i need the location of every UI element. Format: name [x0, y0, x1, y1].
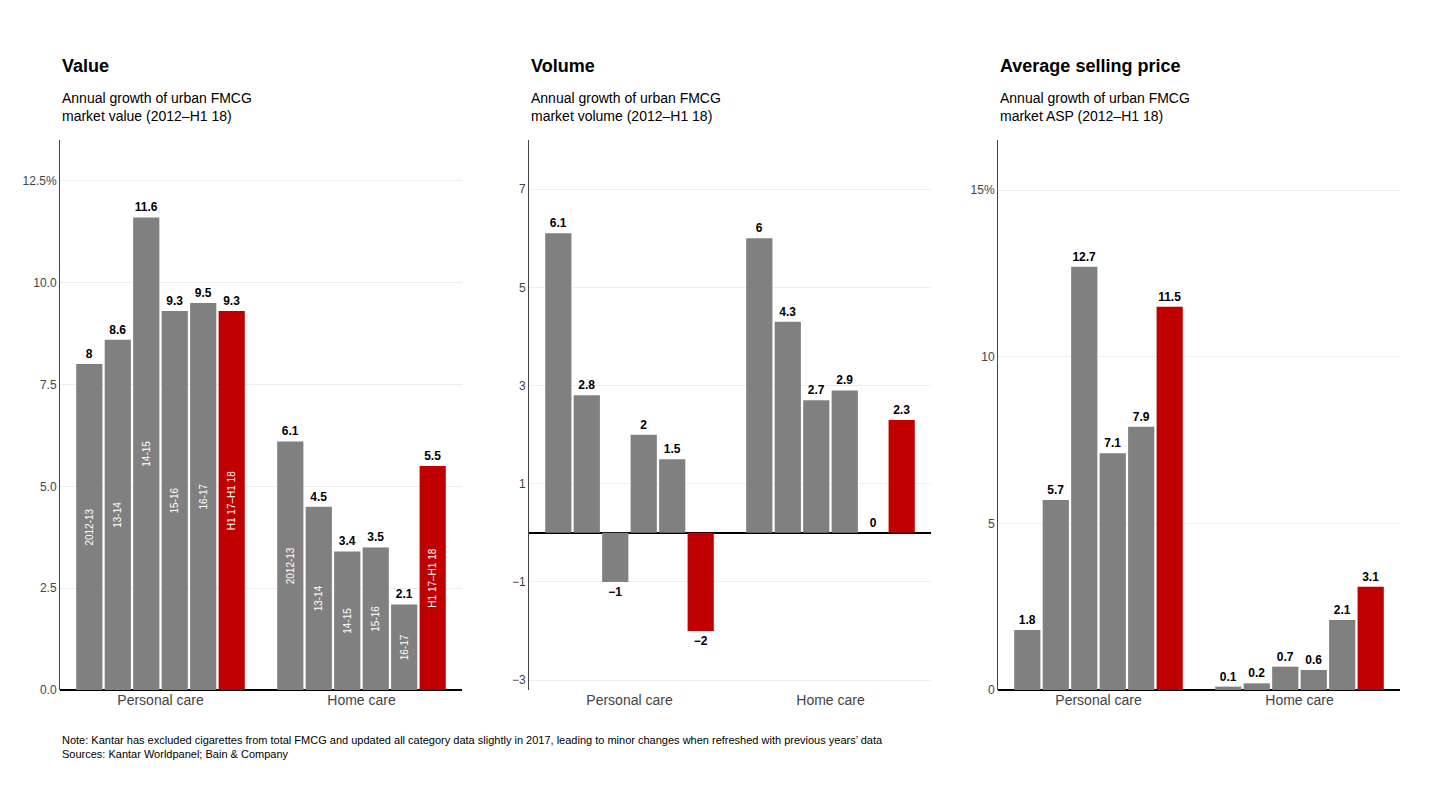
svg-text:0: 0: [870, 516, 877, 530]
svg-text:2.1: 2.1: [1334, 603, 1351, 617]
svg-text:4.5: 4.5: [310, 490, 327, 504]
svg-text:H1 17–H1 18: H1 17–H1 18: [427, 548, 438, 607]
svg-text:5.7: 5.7: [1047, 483, 1064, 497]
svg-text:2.8: 2.8: [578, 378, 595, 392]
svg-text:7.1: 7.1: [1104, 436, 1121, 450]
svg-text:11.6: 11.6: [135, 200, 158, 214]
svg-text:12.5%: 12.5%: [23, 174, 57, 188]
svg-text:Annual growth of urban FMCGmar: Annual growth of urban FMCGmarket volume…: [531, 90, 721, 124]
svg-text:15-16: 15-16: [169, 488, 180, 514]
svg-text:3.5: 3.5: [367, 530, 384, 544]
svg-text:16-17: 16-17: [198, 483, 209, 509]
svg-text:0: 0: [988, 683, 995, 697]
svg-text:6: 6: [756, 221, 763, 235]
svg-text:0.1: 0.1: [1220, 670, 1237, 684]
svg-text:5: 5: [519, 281, 526, 295]
svg-text:6.1: 6.1: [282, 424, 299, 438]
svg-text:8.6: 8.6: [109, 323, 126, 337]
svg-text:−1: −1: [512, 575, 526, 589]
svg-text:Average selling price: Average selling price: [1000, 56, 1180, 76]
svg-text:7.9: 7.9: [1133, 410, 1150, 424]
svg-text:7.5: 7.5: [40, 378, 57, 392]
svg-text:Personal care: Personal care: [586, 692, 673, 708]
svg-text:3: 3: [519, 379, 526, 393]
svg-text:Volume: Volume: [531, 56, 595, 76]
svg-text:1.5: 1.5: [664, 442, 681, 456]
svg-text:−1: −1: [608, 585, 622, 599]
svg-text:16-17: 16-17: [399, 634, 410, 660]
svg-text:2.3: 2.3: [893, 403, 910, 417]
svg-text:13-14: 13-14: [313, 585, 324, 611]
svg-text:11.5: 11.5: [1158, 290, 1181, 304]
svg-text:2.1: 2.1: [396, 587, 413, 601]
svg-text:Personal care: Personal care: [117, 692, 204, 708]
svg-text:9.3: 9.3: [166, 294, 183, 308]
svg-text:2012-13: 2012-13: [84, 508, 95, 545]
svg-text:12.7: 12.7: [1072, 250, 1096, 264]
svg-text:2.7: 2.7: [808, 383, 825, 397]
svg-text:0.0: 0.0: [40, 683, 57, 697]
svg-text:9.3: 9.3: [223, 294, 240, 308]
svg-text:Note: Kantar has excluded ciga: Note: Kantar has excluded cigarettes fro…: [62, 734, 883, 760]
svg-text:14-15: 14-15: [342, 608, 353, 634]
svg-text:−2: −2: [694, 634, 708, 648]
svg-text:5: 5: [988, 517, 995, 531]
svg-text:2.9: 2.9: [836, 373, 853, 387]
svg-text:2012-13: 2012-13: [285, 547, 296, 584]
svg-text:H1 17–H1 18: H1 17–H1 18: [226, 471, 237, 530]
svg-text:Annual growth of urban FMCGmar: Annual growth of urban FMCGmarket value …: [62, 90, 252, 124]
svg-text:1: 1: [519, 477, 526, 491]
svg-text:15-16: 15-16: [370, 606, 381, 632]
svg-text:8: 8: [86, 347, 93, 361]
svg-text:5.0: 5.0: [40, 480, 57, 494]
svg-text:0.6: 0.6: [1305, 653, 1322, 667]
svg-text:1.8: 1.8: [1019, 613, 1036, 627]
svg-text:Home care: Home care: [1265, 692, 1334, 708]
svg-text:10.0: 10.0: [33, 276, 57, 290]
svg-text:15%: 15%: [971, 183, 995, 197]
svg-text:3.1: 3.1: [1362, 570, 1379, 584]
svg-text:13-14: 13-14: [112, 502, 123, 528]
svg-text:Home care: Home care: [796, 692, 865, 708]
svg-text:Home care: Home care: [327, 692, 396, 708]
svg-text:3.4: 3.4: [339, 534, 356, 548]
svg-text:14-15: 14-15: [141, 441, 152, 467]
svg-text:5.5: 5.5: [424, 449, 441, 463]
svg-text:4.3: 4.3: [779, 305, 796, 319]
svg-text:Personal care: Personal care: [1055, 692, 1142, 708]
svg-text:Value: Value: [62, 56, 109, 76]
svg-text:7: 7: [519, 182, 526, 196]
svg-text:−3: −3: [512, 673, 526, 687]
svg-text:6.1: 6.1: [550, 216, 567, 230]
svg-text:0.7: 0.7: [1277, 650, 1294, 664]
svg-text:0.2: 0.2: [1248, 666, 1265, 680]
svg-text:10: 10: [981, 350, 995, 364]
svg-text:2.5: 2.5: [40, 581, 57, 595]
svg-text:9.5: 9.5: [195, 286, 212, 300]
svg-text:2: 2: [640, 418, 647, 432]
svg-text:Annual growth of urban FMCGmar: Annual growth of urban FMCGmarket ASP (2…: [1000, 90, 1190, 124]
